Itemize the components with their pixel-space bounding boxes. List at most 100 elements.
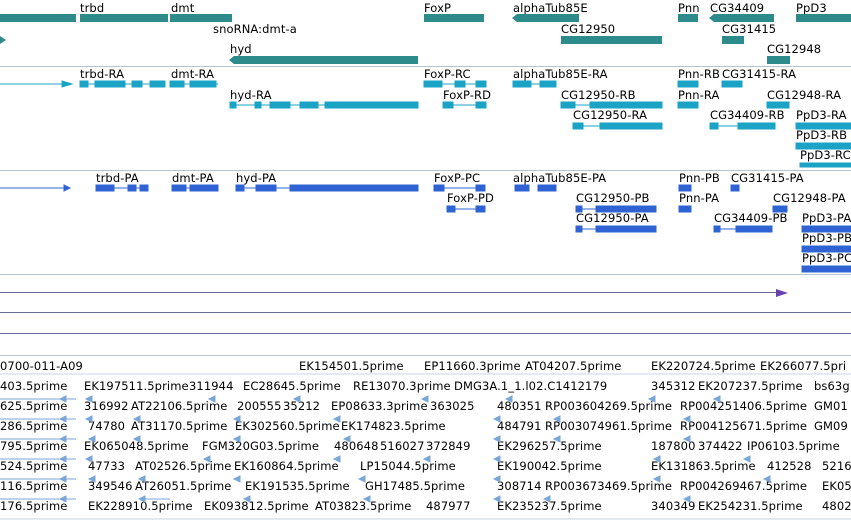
mrna-label[interactable]: PpD3-RB: [796, 128, 848, 142]
gene-label[interactable]: snoRNA:dmt-a: [213, 22, 297, 36]
est-label[interactable]: IP06103.5prime: [747, 439, 840, 453]
protein-label[interactable]: CG31415-PA: [731, 171, 804, 185]
est-label[interactable]: RP004251406.5prime: [680, 399, 808, 413]
gene-label[interactable]: alphaTub85E: [513, 1, 588, 15]
mrna-label[interactable]: CG12950-RA: [573, 108, 648, 122]
est-label[interactable]: EK228910.5prime: [88, 499, 193, 513]
est-label[interactable]: 480351: [497, 399, 542, 413]
gene-glyph[interactable]: [709, 14, 775, 24]
gene-label[interactable]: hyd: [230, 42, 252, 56]
mrna-label[interactable]: dmt-RA: [171, 67, 215, 81]
est-label[interactable]: 286.5prime: [0, 419, 68, 433]
mrna-label[interactable]: FoxP-RC: [424, 67, 471, 81]
est-label[interactable]: 524.5prime: [0, 459, 68, 473]
gene-glyph[interactable]: [678, 14, 698, 22]
mrna-label[interactable]: FoxP-RD: [443, 88, 492, 102]
est-label[interactable]: 403.5prime: [0, 379, 68, 393]
protein-label[interactable]: CG12948-PA: [773, 191, 846, 205]
mrna-label[interactable]: trbd-RA: [80, 67, 125, 81]
est-label[interactable]: 372849: [426, 439, 471, 453]
gene-glyph[interactable]: [796, 14, 851, 22]
protein-label[interactable]: CG12950-PA: [576, 211, 649, 225]
est-label[interactable]: AT04207.5prime: [525, 359, 622, 373]
est-label[interactable]: AT22106.5prime: [131, 399, 228, 413]
est-label[interactable]: GM01: [814, 399, 848, 413]
est-label[interactable]: RP004269467.5prime: [680, 479, 808, 493]
protein-label[interactable]: PpD3-PA: [802, 211, 851, 225]
mrna-label[interactable]: CG12950-RB: [561, 88, 636, 102]
protein-label[interactable]: CG34409-PB: [714, 211, 788, 225]
gene-glyph[interactable]: [424, 14, 484, 22]
est-label[interactable]: RP003604269.5prime: [545, 399, 673, 413]
gene-glyph[interactable]: [80, 14, 168, 22]
est-label[interactable]: EK160864.5prime: [234, 459, 339, 473]
est-label[interactable]: EK235237.5prime: [497, 499, 602, 513]
est-label[interactable]: AT31170.5prime: [131, 419, 228, 433]
est-label[interactable]: 516027: [380, 439, 425, 453]
gene-glyph[interactable]: [512, 14, 580, 24]
est-label[interactable]: 116.5prime: [0, 479, 68, 493]
est-label[interactable]: 308714: [497, 479, 542, 493]
gene-label[interactable]: FoxP: [424, 1, 452, 15]
est-label[interactable]: RP004125671.5prime: [680, 419, 808, 433]
est-label[interactable]: EK154501.5prime: [299, 359, 404, 373]
protein-label[interactable]: hyd-PA: [236, 171, 277, 185]
est-label[interactable]: AT26051.5prime: [135, 479, 232, 493]
gene-glyph[interactable]: [170, 14, 232, 22]
est-label[interactable]: 47733: [88, 459, 126, 473]
mrna-label[interactable]: Pnn-RB: [678, 67, 720, 81]
gene-glyph[interactable]: [767, 56, 790, 64]
est-label[interactable]: EK065048.5prime: [84, 439, 189, 453]
est-label[interactable]: 5216: [822, 459, 851, 473]
est-label[interactable]: EK191535.5prime: [245, 479, 350, 493]
est-label[interactable]: EK254231.5prime: [698, 499, 803, 513]
est-label[interactable]: bs63g: [814, 379, 850, 393]
est-label[interactable]: 35212: [283, 399, 321, 413]
est-glyphs[interactable]: [0, 372, 851, 522]
est-label[interactable]: 187800: [651, 439, 696, 453]
est-label[interactable]: EK131863.5prime: [651, 459, 756, 473]
est-label[interactable]: EK197511.5prime: [84, 379, 189, 393]
gene-label[interactable]: Pnn: [678, 1, 700, 15]
gene-label[interactable]: CG34409: [710, 1, 765, 15]
gene-glyph[interactable]: [0, 14, 76, 22]
est-label[interactable]: 340349: [651, 499, 696, 513]
protein-label[interactable]: PpD3-PB: [802, 231, 851, 245]
protein-label[interactable]: trbd-PA: [96, 171, 139, 185]
protein-label[interactable]: dmt-PA: [172, 171, 214, 185]
est-label[interactable]: EK093812.5prime: [204, 499, 309, 513]
mrna-label[interactable]: CG31415-RA: [722, 67, 797, 81]
gene-label[interactable]: dmt: [171, 1, 195, 15]
est-label[interactable]: 374422: [698, 439, 743, 453]
est-label[interactable]: 0700-011-A09: [0, 359, 83, 373]
feature-marker[interactable]: [776, 288, 790, 298]
est-label[interactable]: 795.5prime: [0, 439, 68, 453]
est-label[interactable]: FGM320G03.5prime: [202, 439, 320, 453]
est-label[interactable]: EP11660.3prime: [424, 359, 521, 373]
protein-label[interactable]: Pnn-PB: [679, 171, 720, 185]
est-label[interactable]: EK296257.5prime: [497, 439, 602, 453]
est-label[interactable]: 487977: [426, 499, 471, 513]
gene-label[interactable]: CG12950: [561, 22, 616, 36]
gene-label[interactable]: CG31415: [722, 22, 777, 36]
est-label[interactable]: 412528: [767, 459, 812, 473]
est-label[interactable]: RP003074961.5prime: [545, 419, 673, 433]
est-label[interactable]: EK302560.5prime: [235, 419, 340, 433]
gene-glyph[interactable]: [561, 36, 662, 44]
protein-label[interactable]: FoxP-PD: [447, 191, 495, 205]
est-label[interactable]: 480648: [334, 439, 379, 453]
est-label[interactable]: 4802: [822, 499, 851, 513]
protein-label[interactable]: CG12950-PB: [576, 191, 650, 205]
est-label[interactable]: LP15044.5prime: [360, 459, 456, 473]
mrna-label[interactable]: CG34409-RB: [710, 108, 785, 122]
gene-label[interactable]: trbd: [80, 1, 105, 15]
protein-label[interactable]: alphaTub85E-PA: [513, 171, 607, 185]
est-label[interactable]: AT03823.5prime: [315, 499, 412, 513]
mrna-label[interactable]: hyd-RA: [230, 88, 272, 102]
est-label[interactable]: AT02526.5prime: [135, 459, 232, 473]
est-label[interactable]: 345312: [651, 379, 696, 393]
est-label[interactable]: EK207237.5prime: [698, 379, 803, 393]
mrna-label[interactable]: CG12948-RA: [767, 88, 842, 102]
protein-label[interactable]: Pnn-PA: [679, 191, 720, 205]
